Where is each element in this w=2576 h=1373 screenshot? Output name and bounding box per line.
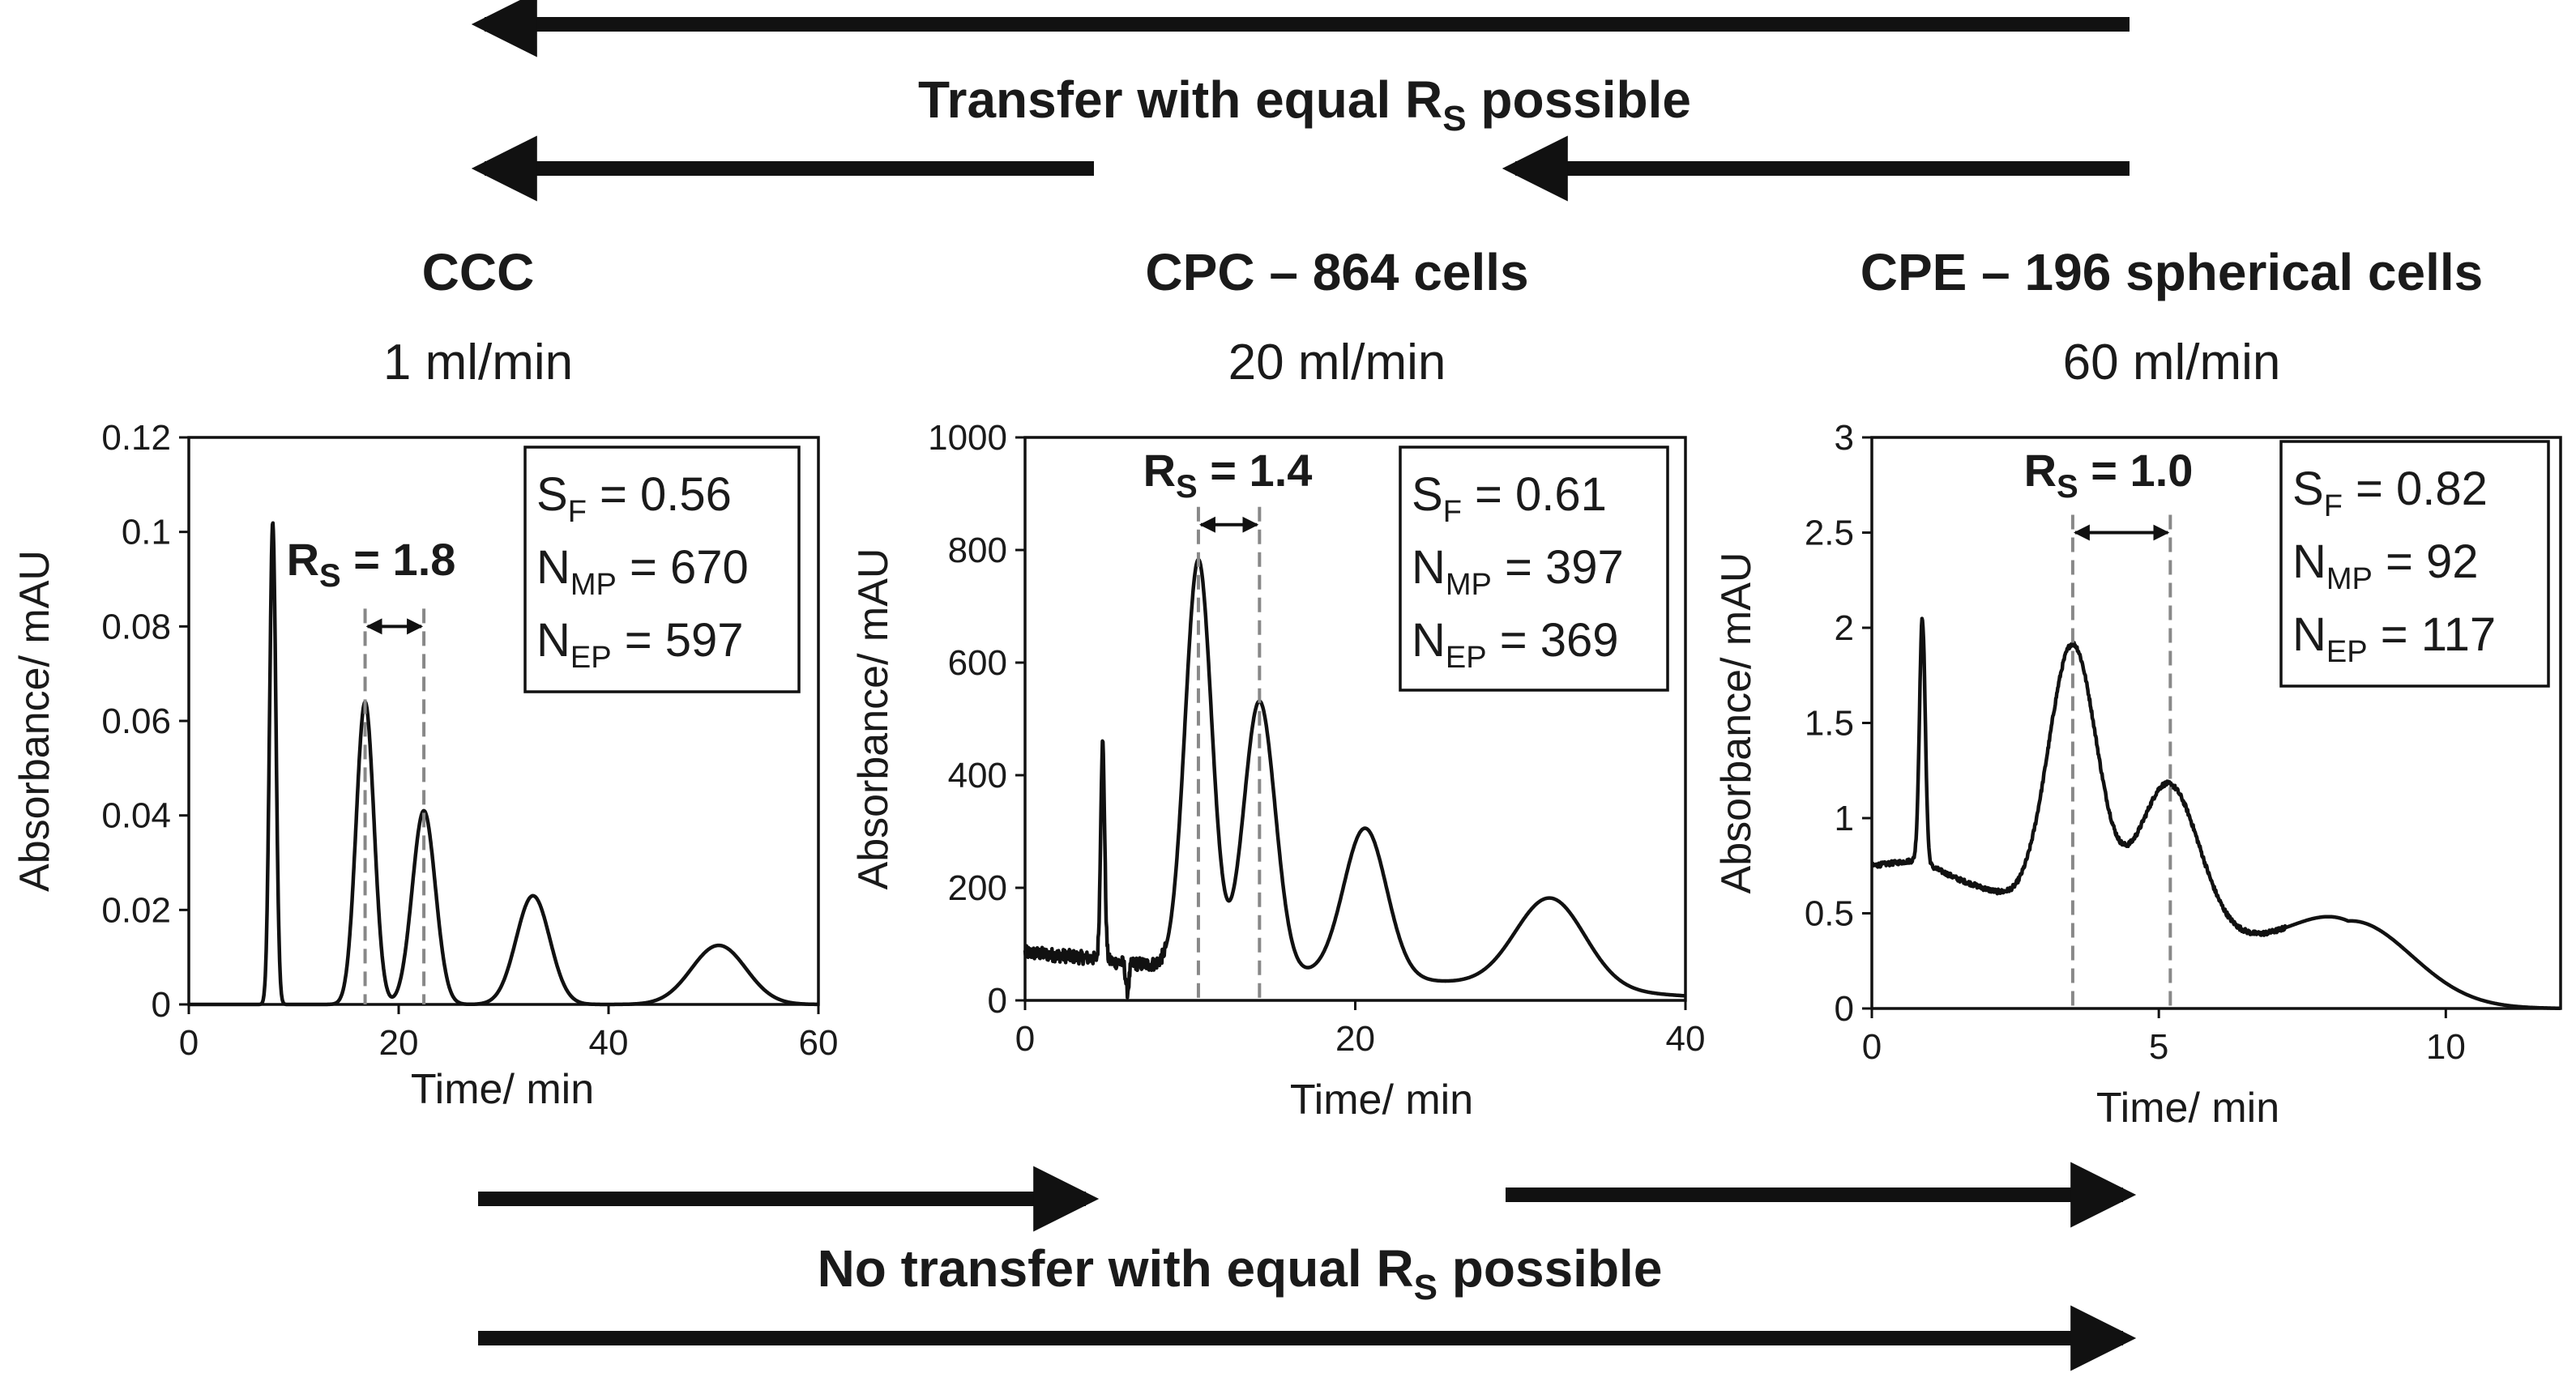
y-tick-label: 0.08 bbox=[101, 607, 171, 646]
y-tick-label: 0.06 bbox=[101, 701, 171, 741]
panel-flow-rate: 20 ml/min bbox=[1228, 335, 1446, 390]
stats-box-row: SF = 0.56 bbox=[536, 468, 732, 529]
stats-box-row: NMP = 397 bbox=[1412, 541, 1624, 602]
x-tick-label: 0 bbox=[1862, 1027, 1882, 1067]
y-tick-label: 0.1 bbox=[122, 513, 171, 552]
y-tick-label: 0.02 bbox=[101, 890, 171, 930]
panel-flow-rate: 60 ml/min bbox=[2063, 335, 2281, 390]
stats-box-row: NMP = 92 bbox=[2292, 535, 2479, 596]
x-tick-label: 10 bbox=[2426, 1027, 2466, 1067]
bottom-arrows: No transfer with equal RS possible bbox=[478, 1162, 2137, 1371]
stats-box bbox=[523, 446, 801, 693]
x-tick-label: 0 bbox=[179, 1023, 199, 1063]
x-axis-label: Time/ min bbox=[411, 1066, 594, 1113]
stats-box-row: NMP = 670 bbox=[536, 541, 749, 602]
y-tick-label: 800 bbox=[948, 531, 1007, 570]
y-tick-label: 0 bbox=[988, 981, 1007, 1021]
stats-box bbox=[2279, 440, 2550, 688]
y-tick-label: 0.04 bbox=[101, 796, 171, 836]
stats-box bbox=[1399, 446, 1669, 692]
bottom-banner-label: No transfer with equal RS possible bbox=[818, 1239, 1663, 1307]
y-axis-label: Absorbance/ mAU bbox=[1713, 552, 1760, 894]
y-tick-label: 200 bbox=[948, 868, 1007, 908]
y-tick-label: 2.5 bbox=[1805, 514, 1854, 553]
y-tick-label: 1 bbox=[1835, 799, 1854, 838]
stats-box-row: SF = 0.61 bbox=[1412, 468, 1607, 529]
panel-title: CPC – 864 cells bbox=[1145, 243, 1528, 301]
x-tick-label: 20 bbox=[1335, 1019, 1375, 1059]
rs-label: RS = 1.8 bbox=[287, 534, 456, 594]
y-tick-label: 0.12 bbox=[101, 418, 171, 458]
chromatogram-line bbox=[187, 521, 820, 1007]
top-banner-label: Transfer with equal RS possible bbox=[918, 70, 1691, 139]
top-arrows: Transfer with equal RS possible bbox=[471, 0, 2130, 202]
x-tick-label: 60 bbox=[799, 1023, 839, 1063]
y-tick-label: 400 bbox=[948, 756, 1007, 795]
y-tick-label: 1000 bbox=[928, 418, 1007, 458]
x-tick-label: 20 bbox=[379, 1023, 419, 1063]
stats-box-row: SF = 0.82 bbox=[2292, 463, 2488, 523]
rs-label: RS = 1.4 bbox=[1143, 445, 1313, 505]
chromatogram-line bbox=[1870, 616, 2562, 1010]
y-tick-label: 0 bbox=[1835, 989, 1854, 1029]
stats-box-row: NEP = 597 bbox=[536, 614, 743, 675]
panel-title: CPE – 196 spherical cells bbox=[1860, 243, 2483, 301]
y-tick-label: 1.5 bbox=[1805, 704, 1854, 744]
chart-panel-1: CCC 1 ml/min 0 0.02 0.04 0.06 0.08 0.1 0.12 0 20 40… bbox=[11, 243, 838, 1113]
y-tick-label: 0.5 bbox=[1805, 894, 1854, 934]
x-tick-label: 40 bbox=[589, 1023, 629, 1063]
y-axis-label: Absorbance/ mAU bbox=[850, 548, 897, 890]
panel-title: CCC bbox=[422, 243, 535, 301]
chromatogram-line bbox=[1023, 557, 1687, 1000]
chart-panel-3: CPE – 196 spherical cells 60 ml/min 0 0.5 1 1… bbox=[1713, 243, 2562, 1132]
x-axis-label: Time/ min bbox=[2096, 1085, 2279, 1132]
x-axis-label: Time/ min bbox=[1290, 1077, 1473, 1124]
y-tick-label: 3 bbox=[1835, 418, 1854, 458]
rs-label: RS = 1.0 bbox=[2024, 445, 2194, 505]
x-tick-label: 40 bbox=[1666, 1019, 1706, 1059]
stats-box-row: NEP = 117 bbox=[2292, 608, 2496, 669]
y-tick-label: 600 bbox=[948, 643, 1007, 683]
x-tick-label: 5 bbox=[2149, 1027, 2168, 1067]
stats-box-row: NEP = 369 bbox=[1412, 614, 1618, 675]
x-tick-label: 0 bbox=[1015, 1019, 1035, 1059]
panel-flow-rate: 1 ml/min bbox=[383, 335, 573, 390]
y-axis-label: Absorbance/ mAU bbox=[11, 550, 58, 892]
y-tick-label: 2 bbox=[1835, 608, 1854, 648]
y-tick-label: 0 bbox=[152, 985, 171, 1025]
